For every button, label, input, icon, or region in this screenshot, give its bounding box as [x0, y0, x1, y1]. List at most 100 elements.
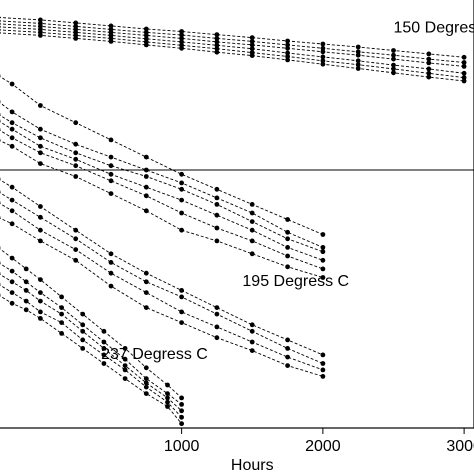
data-point-0-0-2 — [73, 20, 79, 26]
data-point-2-2-5 — [143, 290, 149, 295]
data-point-1-2-4 — [108, 163, 114, 169]
data-point-3-1-10 — [179, 402, 185, 407]
data-point-1-1-10 — [320, 245, 326, 250]
plot-area: 1000 2000 3000 — [0, 0, 474, 455]
data-point-1-2-3 — [73, 150, 79, 156]
data-point-1-3-5 — [143, 184, 149, 190]
data-point-3-4-9 — [165, 404, 170, 409]
data-point-3-0-1 — [9, 255, 15, 261]
data-point-1-2-9 — [285, 236, 290, 242]
data-point-1-0-9 — [285, 217, 290, 222]
data-point-3-2-1 — [9, 279, 15, 285]
data-point-2-0-10 — [320, 352, 326, 358]
data-point-0-3-11 — [391, 62, 396, 68]
data-point-3-0-4 — [59, 294, 64, 300]
data-point-3-3-4 — [59, 320, 64, 325]
annotation-195-degress: 195 Degress C — [242, 273, 349, 290]
data-point-1-3-10 — [320, 257, 326, 263]
data-point-1-0-10 — [320, 232, 326, 237]
data-point-3-4-6 — [101, 361, 107, 366]
data-point-0-0-1 — [38, 17, 43, 23]
data-point-0-0-3 — [108, 23, 114, 29]
data-point-2-2-9 — [285, 354, 290, 360]
data-point-1-4-1 — [9, 135, 15, 141]
data-point-0-0-6 — [214, 32, 220, 37]
data-point-3-1-2 — [23, 279, 29, 285]
data-point-2-0-6 — [179, 288, 185, 293]
data-point-1-5-7 — [214, 238, 220, 244]
data-point-0-3-12 — [426, 66, 432, 72]
data-point-0-1-9 — [320, 45, 326, 51]
data-point-1-2-8 — [249, 219, 255, 225]
data-point-2-2-3 — [73, 247, 79, 253]
data-point-1-1-4 — [108, 154, 114, 160]
data-point-0-2-11 — [391, 56, 396, 62]
data-point-1-1-3 — [73, 141, 79, 147]
data-point-2-1-7 — [214, 311, 220, 317]
data-point-1-5-4 — [108, 191, 114, 197]
data-point-3-0-10 — [179, 395, 185, 401]
data-point-1-2-7 — [214, 202, 220, 207]
data-point-1-5-10 — [320, 275, 326, 280]
data-point-2-0-3 — [73, 227, 79, 233]
data-point-2-1-5 — [143, 279, 149, 285]
data-point-3-3-7 — [122, 367, 128, 373]
data-point-1-5-9 — [285, 264, 290, 270]
data-point-3-3-6 — [101, 352, 107, 358]
data-point-1-0-3 — [73, 120, 79, 126]
data-point-1-1-1 — [9, 109, 15, 115]
data-point-1-3-9 — [285, 245, 290, 250]
data-point-3-3-3 — [38, 309, 43, 315]
data-point-0-4-9 — [320, 58, 326, 64]
data-point-1-4-2 — [38, 150, 43, 156]
data-point-0-1-8 — [285, 42, 290, 48]
data-point-0-2-9 — [320, 49, 326, 55]
data-point-1-4-9 — [285, 253, 290, 259]
data-point-1-3-2 — [38, 143, 43, 149]
data-point-2-0-4 — [108, 251, 114, 257]
series-layer — [0, 16, 467, 427]
data-point-0-5-13 — [461, 78, 467, 84]
data-point-0-2-6 — [214, 39, 220, 45]
data-point-3-4-8 — [143, 391, 149, 396]
x-tick-label-2: 3000 — [446, 438, 474, 455]
data-point-3-0-3 — [38, 277, 43, 282]
data-point-1-1-8 — [249, 210, 255, 216]
data-point-3-2-5 — [80, 328, 86, 334]
data-point-3-0-5 — [80, 311, 86, 317]
x-axis-label: Hours — [231, 457, 274, 474]
data-point-0-0-10 — [355, 44, 361, 50]
data-point-3-3-2 — [23, 298, 29, 304]
data-point-1-2-5 — [143, 174, 149, 179]
data-point-0-1-12 — [426, 56, 432, 62]
data-point-2-0-8 — [249, 322, 255, 328]
data-point-2-2-2 — [38, 227, 43, 233]
data-point-3-1-9 — [165, 391, 170, 396]
series-line-0-4 — [0, 29, 465, 79]
series-line-0-5 — [0, 32, 465, 82]
series-line-0-2 — [0, 23, 465, 67]
data-point-2-1-10 — [320, 361, 326, 366]
data-point-0-4-10 — [355, 62, 361, 68]
data-point-3-0-9 — [165, 382, 170, 388]
data-point-3-0-8 — [143, 365, 149, 371]
data-point-3-1-5 — [80, 322, 86, 328]
data-point-0-2-7 — [249, 42, 255, 48]
data-point-1-3-1 — [9, 126, 15, 132]
series-line-1-1 — [0, 102, 324, 248]
data-point-1-0-7 — [214, 186, 220, 192]
data-point-2-0-2 — [38, 204, 43, 209]
data-point-0-0-8 — [285, 38, 290, 44]
series-line-0-1 — [0, 20, 465, 63]
data-point-3-2-6 — [101, 346, 107, 351]
data-point-3-2-2 — [23, 288, 29, 293]
data-point-1-0-1 — [9, 81, 15, 87]
data-point-2-1-2 — [38, 214, 43, 220]
data-point-3-0-6 — [101, 328, 107, 334]
data-point-1-3-6 — [179, 197, 185, 203]
data-point-0-3-6 — [214, 42, 220, 48]
data-point-3-0-2 — [23, 266, 29, 272]
data-point-1-4-7 — [214, 225, 220, 231]
data-point-0-2-4 — [143, 33, 149, 38]
data-point-0-4-12 — [426, 70, 432, 76]
